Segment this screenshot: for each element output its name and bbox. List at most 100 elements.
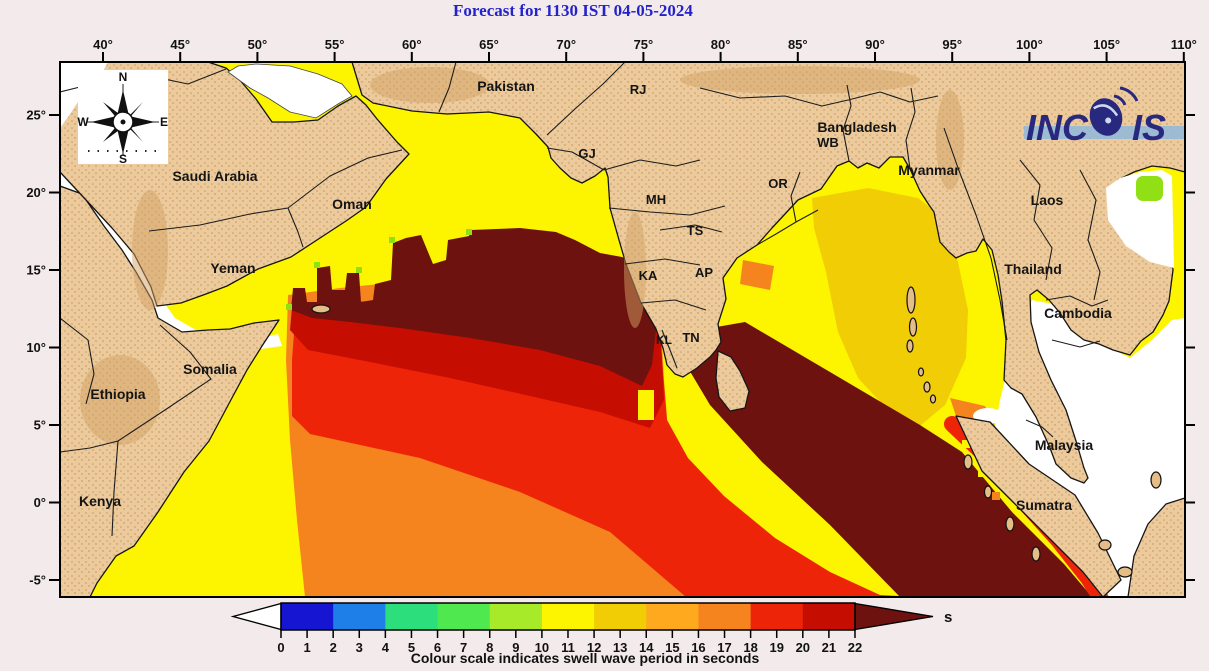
- colorbar-tick-label: 16: [691, 640, 705, 655]
- island-enggano: [1031, 546, 1041, 562]
- colorbar-tick-label: 12: [587, 640, 601, 655]
- logo-text-is: IS: [1132, 107, 1166, 148]
- colorbar-tick-label: 11: [561, 640, 575, 655]
- colorbar-tick-label: 18: [743, 640, 757, 655]
- top-axis-label: 85°: [788, 37, 808, 52]
- island-nias: [963, 454, 973, 470]
- signal-waves-icon: [1113, 86, 1139, 106]
- colorbar-segment: [698, 603, 752, 630]
- label-or: OR: [768, 176, 788, 191]
- swell-speck-orange-1: [992, 492, 1000, 500]
- top-axis-label: 110°: [1171, 37, 1197, 52]
- land-borneo: [1127, 497, 1185, 597]
- colorbar-tick-label: 15: [665, 640, 679, 655]
- label-gj: GJ: [578, 146, 595, 161]
- top-axis-label: 40°: [93, 37, 113, 52]
- persian-gulf-white: [227, 63, 353, 119]
- label-kl: KL: [656, 333, 672, 347]
- colorbar-tick-label: 5: [408, 640, 415, 655]
- colorbar-unit-label: s: [944, 609, 952, 626]
- label-pakistan: Pakistan: [477, 78, 535, 94]
- label-laos: Laos: [1031, 192, 1064, 208]
- colorbar-segment: [594, 603, 647, 630]
- top-axis-label: 65°: [479, 37, 499, 52]
- swell-patch-green-tonkin: [1136, 176, 1163, 201]
- compass-n-label: N: [119, 70, 128, 84]
- colorbar-tick-label: 21: [822, 640, 836, 655]
- compass-e-label: E: [160, 115, 168, 129]
- island-nicobar-2: [923, 381, 931, 393]
- colorbar-tick-label: 4: [382, 640, 390, 655]
- colorbar-tick-label: 6: [434, 640, 441, 655]
- top-axis-label: 95°: [942, 37, 962, 52]
- swell-patch-orange-ne-srilanka: [740, 260, 774, 290]
- colorbar-segment: [281, 603, 334, 630]
- label-ethiopia: Ethiopia: [90, 386, 145, 402]
- swell-patch-yellow-kerala: [638, 390, 654, 420]
- compass-w-label: W: [77, 115, 89, 129]
- colorbar-segment: [802, 603, 856, 630]
- island-socotra: [311, 304, 331, 314]
- compass-s-label: S: [119, 152, 127, 166]
- colorbar-tick-label: 3: [356, 640, 363, 655]
- island-pagai: [1005, 516, 1015, 532]
- island-nicobar-3: [929, 394, 937, 404]
- colorbar-segment: [385, 603, 439, 630]
- colorbar-segment: [646, 603, 699, 630]
- islands: [311, 286, 1162, 578]
- top-axis-label: 45°: [170, 37, 190, 52]
- left-axis-label: -5°: [29, 573, 46, 588]
- label-myanmar: Myanmar: [898, 162, 960, 178]
- label-malaysia: Malaysia: [1035, 437, 1094, 453]
- label-ap: AP: [695, 265, 713, 280]
- island-belitung: [1117, 566, 1133, 578]
- colorbar-tick-label: 14: [639, 640, 654, 655]
- colorbar-tick-label: 9: [512, 640, 519, 655]
- label-oman: Oman: [332, 196, 372, 212]
- colorbar-segment: [437, 603, 491, 630]
- top-axis-label: 100°: [1016, 37, 1043, 52]
- place-labels: Saudi Arabia Oman Yeman Somalia Ethiopia…: [79, 78, 1112, 513]
- island-little-andaman: [906, 339, 914, 353]
- logo-text-inc: INC: [1026, 107, 1089, 148]
- swell-speck-yellow-1: [962, 440, 970, 448]
- colorbar-segment: [541, 603, 595, 630]
- label-yemen: Yeman: [210, 260, 255, 276]
- colorbar-tick-label: 2: [330, 640, 337, 655]
- left-axis-label: 0°: [34, 495, 46, 510]
- top-axis-label: 75°: [634, 37, 654, 52]
- colorbar-caption: Colour scale indicates swell wave period…: [411, 650, 760, 666]
- satellite-dish-icon: [1089, 98, 1123, 136]
- top-axis-label: 50°: [248, 37, 268, 52]
- label-mh: MH: [646, 192, 666, 207]
- island-andaman-n: [906, 286, 916, 314]
- swell-region-gold-bay: [812, 188, 968, 430]
- colorbar-tick-label: 17: [717, 640, 731, 655]
- swell-region-maroon-arabian: [291, 228, 656, 386]
- island-natuna: [1150, 471, 1162, 489]
- left-axis-label: 25°: [26, 108, 46, 123]
- swell-region-maroon-bay-wedge: [688, 322, 1092, 597]
- map-canvas: N S W E INC IS Saudi Arabia Oman Yeman S…: [60, 62, 1185, 597]
- swell-period-colorbar: 0 1 2 3 4 5 6 7 8 9 10 11 12 13 14 15 16 17 18 19 20 21 22: [230, 602, 934, 655]
- top-axis: 40° 45° 50° 55° 60° 65° 70° 75° 80° 85° 90° 95° 100°…: [93, 37, 1197, 61]
- label-thailand: Thailand: [1004, 261, 1062, 277]
- island-bangka: [1098, 539, 1112, 551]
- page-title: Forecast for 1130 IST 04-05-2024: [453, 1, 693, 20]
- compass-rose: N S W E: [77, 70, 168, 166]
- land-asia-mainland: [351, 62, 1185, 484]
- label-rj: RJ: [630, 82, 647, 97]
- colorbar-tick-label: 13: [613, 640, 627, 655]
- top-axis-label: 90°: [865, 37, 885, 52]
- top-axis-label: 70°: [556, 37, 576, 52]
- label-sumatra: Sumatra: [1016, 497, 1072, 513]
- terrain-relief: [80, 66, 964, 445]
- left-axis-label: 15°: [26, 263, 46, 278]
- political-borders: [60, 62, 1109, 537]
- colorbar-segment: [489, 603, 543, 630]
- land-sumatra: [955, 415, 1122, 597]
- label-wb: WB: [817, 135, 839, 150]
- island-siberut: [983, 485, 993, 499]
- colorbar-tick-label: 10: [535, 640, 549, 655]
- red-sea-gulf-aden-white: [60, 168, 282, 352]
